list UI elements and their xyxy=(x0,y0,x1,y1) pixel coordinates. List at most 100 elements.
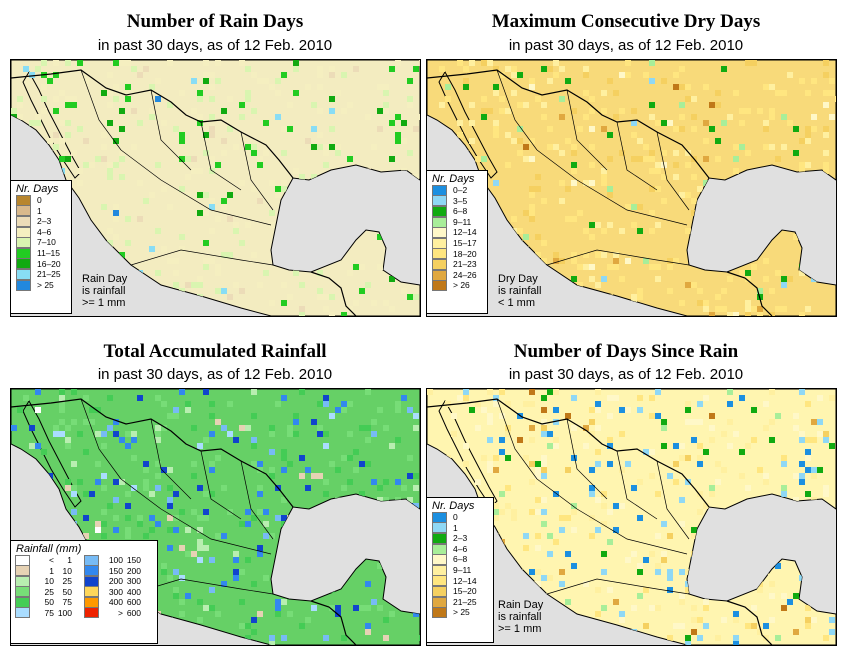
data-cell xyxy=(227,431,233,437)
data-cell xyxy=(787,509,793,515)
data-cell xyxy=(817,210,823,216)
data-cell xyxy=(95,521,101,527)
data-cell xyxy=(487,108,493,114)
data-cell xyxy=(281,150,287,156)
data-cell xyxy=(107,503,113,509)
data-cell xyxy=(763,120,769,126)
data-cell xyxy=(643,641,649,645)
data-cell xyxy=(317,132,323,138)
data-cell xyxy=(601,629,607,635)
data-cell xyxy=(541,407,547,413)
data-cell xyxy=(389,611,395,617)
legend-rows: 0–2 3–5 6–8 9–11 12–14 15–17 18–20 21–23 24–26 > … xyxy=(427,184,487,292)
data-cell xyxy=(505,503,511,509)
data-cell xyxy=(239,102,245,108)
data-cell xyxy=(667,569,673,575)
data-cell xyxy=(179,611,185,617)
data-cell xyxy=(113,162,119,168)
data-cell xyxy=(631,605,637,611)
legend-swatch xyxy=(432,554,447,566)
data-cell xyxy=(71,419,77,425)
data-cell xyxy=(445,150,451,156)
data-cell xyxy=(595,461,601,467)
data-cell xyxy=(781,144,787,150)
data-cell xyxy=(595,252,601,258)
data-cell xyxy=(245,222,251,228)
data-cell xyxy=(317,84,323,90)
data-cell xyxy=(673,174,679,180)
data-cell xyxy=(395,114,401,120)
data-cell xyxy=(451,138,457,144)
country-border xyxy=(726,600,773,645)
data-cell xyxy=(715,102,721,108)
data-cell xyxy=(299,222,305,228)
data-cell xyxy=(763,425,769,431)
data-cell xyxy=(655,563,661,569)
data-cell xyxy=(197,557,203,563)
data-cell xyxy=(679,114,685,120)
data-cell xyxy=(823,222,829,228)
data-cell xyxy=(619,150,625,156)
data-cell xyxy=(179,132,185,138)
data-cell xyxy=(523,455,529,461)
data-cell xyxy=(299,312,305,316)
data-cell xyxy=(829,90,835,96)
data-cell xyxy=(287,240,293,246)
data-cell xyxy=(811,539,817,545)
data-cell xyxy=(511,216,517,222)
data-cell xyxy=(263,270,269,276)
data-cell xyxy=(823,102,829,108)
data-cell xyxy=(709,252,715,258)
data-cell xyxy=(119,126,125,132)
data-cell xyxy=(577,126,583,132)
data-cell xyxy=(215,611,221,617)
data-cell xyxy=(377,108,383,114)
data-cell xyxy=(281,599,287,605)
data-cell xyxy=(745,180,751,186)
data-cell xyxy=(347,431,353,437)
data-cell xyxy=(613,395,619,401)
data-cell xyxy=(107,162,113,168)
data-cell xyxy=(589,222,595,228)
map-dry-days xyxy=(426,59,837,317)
data-cell xyxy=(775,216,781,222)
legend-item: 150 200 xyxy=(84,565,153,577)
data-cell xyxy=(203,240,209,246)
legend-item: > 26 xyxy=(427,280,487,292)
legend-item: 24–26 xyxy=(427,269,487,281)
data-cell xyxy=(209,228,215,234)
data-cell xyxy=(395,401,401,407)
data-cell xyxy=(71,509,77,515)
data-cell xyxy=(11,150,17,156)
data-cell xyxy=(811,515,817,521)
data-cell xyxy=(167,545,173,551)
data-cell xyxy=(395,437,401,443)
data-cell xyxy=(65,102,71,108)
data-cell xyxy=(389,306,395,312)
data-cell xyxy=(541,431,547,437)
legend-swatch xyxy=(16,205,31,217)
data-cell xyxy=(457,60,463,66)
data-cell xyxy=(769,389,775,395)
data-cell xyxy=(209,126,215,132)
map-days-since-rain xyxy=(426,388,837,646)
note-line: is rainfall xyxy=(82,285,126,297)
legend-swatch xyxy=(84,565,99,577)
data-cell xyxy=(751,557,757,563)
data-cell xyxy=(493,503,499,509)
data-cell xyxy=(383,192,389,198)
data-cell xyxy=(763,479,769,485)
data-cell xyxy=(673,126,679,132)
data-cell xyxy=(317,66,323,72)
data-cell xyxy=(305,84,311,90)
data-cell xyxy=(721,467,727,473)
data-cell xyxy=(131,485,137,491)
data-cell xyxy=(131,108,137,114)
data-cell xyxy=(413,473,419,479)
data-cell xyxy=(251,252,257,258)
note-line: >= 1 mm xyxy=(498,623,542,635)
data-cell xyxy=(715,90,721,96)
data-cell xyxy=(427,389,433,395)
data-cell xyxy=(281,282,287,288)
data-cell xyxy=(787,599,793,605)
